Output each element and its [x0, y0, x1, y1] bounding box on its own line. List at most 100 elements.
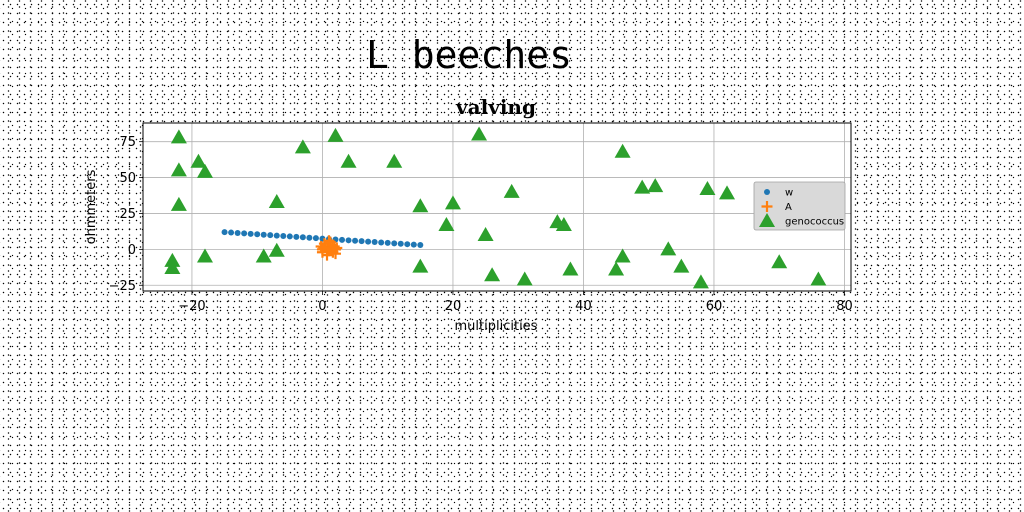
data-point-genococcus	[340, 153, 357, 168]
data-point-w	[267, 232, 274, 239]
data-point-genococcus	[503, 183, 520, 198]
data-point-genococcus	[614, 248, 631, 263]
data-point-genococcus	[608, 261, 625, 276]
legend-label-genococcus: genococcus	[785, 217, 844, 228]
legend-marker-w	[764, 189, 770, 195]
y-tick-label: −25	[109, 279, 136, 294]
data-point-w	[384, 239, 391, 246]
plot-background	[143, 123, 851, 291]
data-point-w	[280, 233, 287, 240]
data-point-w	[404, 241, 411, 248]
data-point-A	[331, 242, 343, 254]
data-point-genococcus	[719, 185, 736, 200]
data-point-genococcus	[196, 163, 213, 178]
data-point-A	[315, 240, 327, 252]
data-point-w	[352, 237, 359, 244]
data-point-w	[221, 229, 228, 236]
legend-marker-A	[761, 201, 773, 212]
legend-box	[753, 181, 846, 231]
data-point-genococcus	[190, 153, 207, 168]
chart-title: valving	[455, 95, 536, 119]
data-series	[164, 126, 827, 289]
data-point-w	[358, 238, 365, 245]
plot-area	[142, 122, 852, 292]
data-point-w	[365, 238, 372, 245]
data-point-genococcus	[412, 198, 429, 213]
x-tick-label: 40	[575, 299, 592, 314]
data-point-w	[417, 242, 424, 249]
data-point-genococcus	[164, 252, 181, 267]
plot-frame	[142, 122, 852, 292]
legend-label-w: w	[785, 188, 793, 199]
y-tick-label: 0	[128, 243, 136, 258]
x-tick-label: 20	[445, 299, 462, 314]
legend-label-A: A	[785, 202, 792, 213]
data-point-genococcus	[268, 242, 285, 257]
y-tick-label: 25	[119, 207, 136, 222]
data-point-genococcus	[170, 129, 187, 144]
data-point-genococcus	[438, 216, 455, 231]
y-axis: −25 0 25 50 75	[109, 135, 143, 294]
data-point-w	[260, 231, 267, 238]
x-axis: −20 0 20 40 60 80	[178, 291, 853, 314]
series-genococcus	[164, 126, 827, 289]
data-point-genococcus	[412, 258, 429, 273]
data-point-genococcus	[327, 127, 344, 142]
data-point-genococcus	[660, 241, 677, 256]
data-point-genococcus	[562, 261, 579, 276]
data-point-w	[247, 230, 254, 237]
data-point-genococcus	[294, 139, 311, 154]
x-axis-label: multiplicities	[455, 319, 538, 334]
data-point-w	[234, 229, 241, 236]
data-point-genococcus	[614, 143, 631, 158]
x-tick-label: 0	[318, 299, 326, 314]
data-point-w	[306, 234, 313, 241]
x-tick-label: −20	[178, 299, 205, 314]
legend-marker-genococcus	[759, 213, 775, 227]
x-tick-label: 60	[706, 299, 723, 314]
data-point-genococcus	[692, 274, 709, 289]
data-point-w	[299, 234, 306, 241]
data-point-w	[397, 240, 404, 247]
figure-title: L beeches	[366, 33, 572, 77]
data-point-w	[254, 231, 261, 238]
data-point-w	[371, 239, 378, 246]
data-point-genococcus	[170, 196, 187, 211]
x-tick-label: 80	[836, 299, 853, 314]
data-point-genococcus	[386, 153, 403, 168]
data-point-w	[391, 240, 398, 247]
data-point-w	[241, 230, 248, 237]
data-point-genococcus	[268, 193, 285, 208]
series-A	[315, 235, 343, 261]
data-point-A	[321, 249, 333, 261]
data-point-genococcus	[484, 267, 501, 282]
data-point-w	[273, 232, 280, 239]
data-point-w	[286, 233, 293, 240]
data-point-w	[228, 229, 235, 236]
data-point-genococcus	[170, 162, 187, 177]
data-point-genococcus	[810, 271, 827, 286]
data-point-genococcus	[647, 178, 664, 193]
data-point-genococcus	[196, 248, 213, 263]
data-point-genococcus	[164, 260, 181, 275]
data-point-genococcus	[634, 179, 651, 194]
data-point-w	[410, 241, 417, 248]
y-tick-label: 50	[119, 171, 136, 186]
data-point-genococcus	[771, 254, 788, 269]
data-point-genococcus	[673, 258, 690, 273]
data-point-w	[345, 237, 352, 244]
data-point-w	[293, 233, 300, 240]
data-point-A	[323, 235, 335, 247]
data-point-genococcus	[516, 271, 533, 286]
data-point-w	[378, 239, 385, 246]
data-point-genococcus	[255, 248, 272, 263]
data-point-genococcus	[477, 227, 494, 241]
data-point-genococcus	[444, 195, 461, 210]
data-point-genococcus	[471, 126, 488, 141]
data-point-genococcus	[555, 216, 572, 231]
data-point-genococcus	[699, 181, 716, 196]
data-point-w	[339, 236, 346, 243]
data-point-w	[312, 235, 319, 242]
